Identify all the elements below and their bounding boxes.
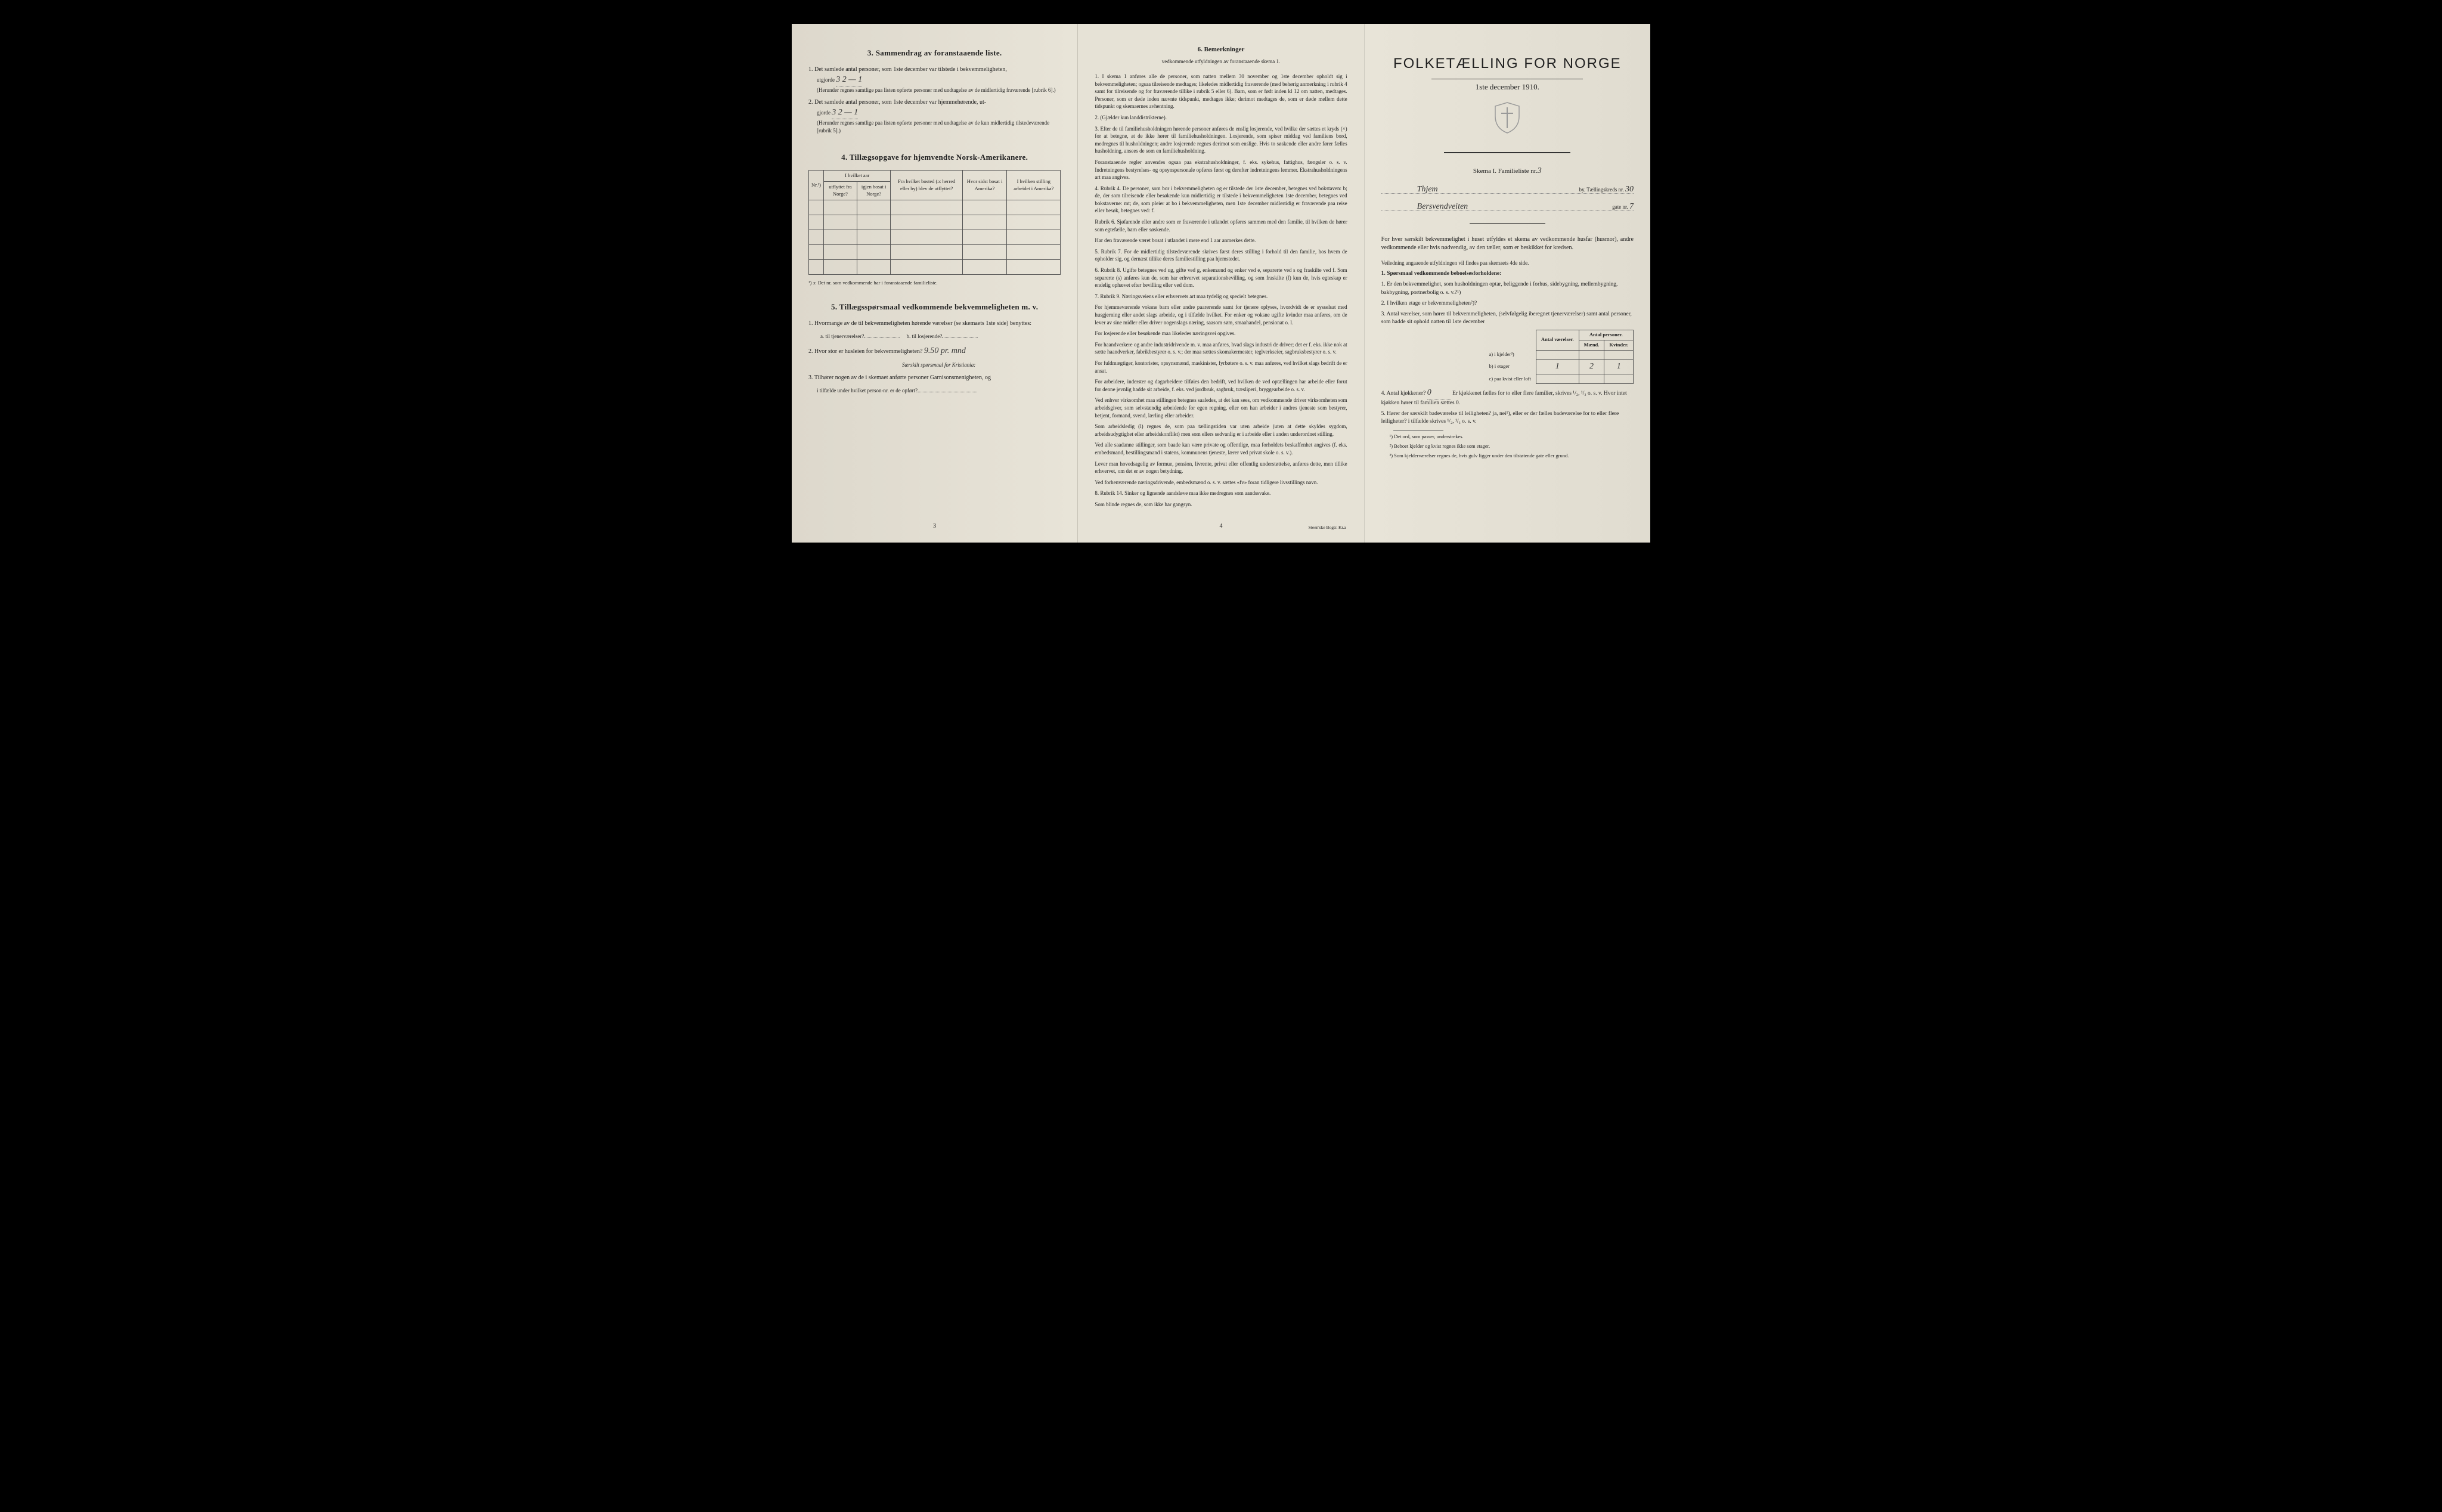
census-document: 3. Sammendrag av foranstaaende liste. 1.… bbox=[792, 24, 1650, 543]
page-4: 6. Bemerkninger vedkommende utfyldningen… bbox=[1078, 24, 1364, 543]
sec6-title: 6. Bemerkninger bbox=[1095, 45, 1347, 54]
kitchen-count: 0 bbox=[1427, 387, 1451, 399]
q1-text: 1. Det samlede antal personer, som 1ste … bbox=[808, 66, 1007, 73]
sec4-title: 4. Tillægsopgave for hjemvendte Norsk-Am… bbox=[808, 152, 1061, 163]
page-3: 3. Sammendrag av foranstaaende liste. 1.… bbox=[792, 24, 1078, 543]
q2-note: (Herunder regnes samtlige paa listen opf… bbox=[817, 119, 1061, 134]
census-title: FOLKETÆLLING FOR NORGE bbox=[1381, 54, 1634, 74]
q1-value: 3 2 — 1 bbox=[836, 74, 862, 86]
page-1-title: FOLKETÆLLING FOR NORGE 1ste december 191… bbox=[1365, 24, 1650, 543]
men-val: 2 bbox=[1579, 360, 1604, 374]
supplement-table: Nr.¹) I hvilket aar Fra hvilket bosted (… bbox=[808, 170, 1061, 275]
street-value: Bersvendveiten bbox=[1417, 201, 1468, 213]
counts-table: Antal værelser. Antal personer. Mænd. Kv… bbox=[1485, 330, 1634, 384]
rooms-val: 1 bbox=[1536, 360, 1579, 374]
city-value: Thjem bbox=[1417, 184, 1438, 196]
sec3-title: 3. Sammendrag av foranstaaende liste. bbox=[808, 48, 1061, 58]
q1-note: (Herunder regnes samtlige paa listen opf… bbox=[817, 86, 1061, 94]
intro-text: For hver særskilt bekvemmelighet i huset… bbox=[1381, 236, 1634, 252]
women-val: 1 bbox=[1604, 360, 1634, 374]
printer-mark: Steen'ske Bogtr. Kr.a bbox=[1309, 525, 1346, 531]
q2-text: 2. Det samlede antal personer, som 1ste … bbox=[808, 99, 986, 106]
sec5-title: 5. Tillægsspørsmaal vedkommende bekvemme… bbox=[808, 302, 1061, 312]
section-1-heading: 1. Spørsmaal vedkommende beboelsesforhol… bbox=[1381, 270, 1634, 278]
q2-value: 3 2 — 1 bbox=[832, 107, 858, 119]
sec4-footnote: ¹) ɔ: Det nr. som vedkommende har i fora… bbox=[808, 280, 1061, 287]
coat-of-arms-icon bbox=[1381, 101, 1634, 143]
rent-value: 9.50 pr. mnd bbox=[924, 346, 966, 355]
page-number: 3 bbox=[792, 522, 1077, 531]
census-date: 1ste december 1910. bbox=[1381, 82, 1634, 92]
kreds-nr: 30 bbox=[1625, 185, 1634, 194]
family-list-nr: 3 bbox=[1538, 166, 1542, 175]
gate-nr: 7 bbox=[1629, 202, 1634, 211]
